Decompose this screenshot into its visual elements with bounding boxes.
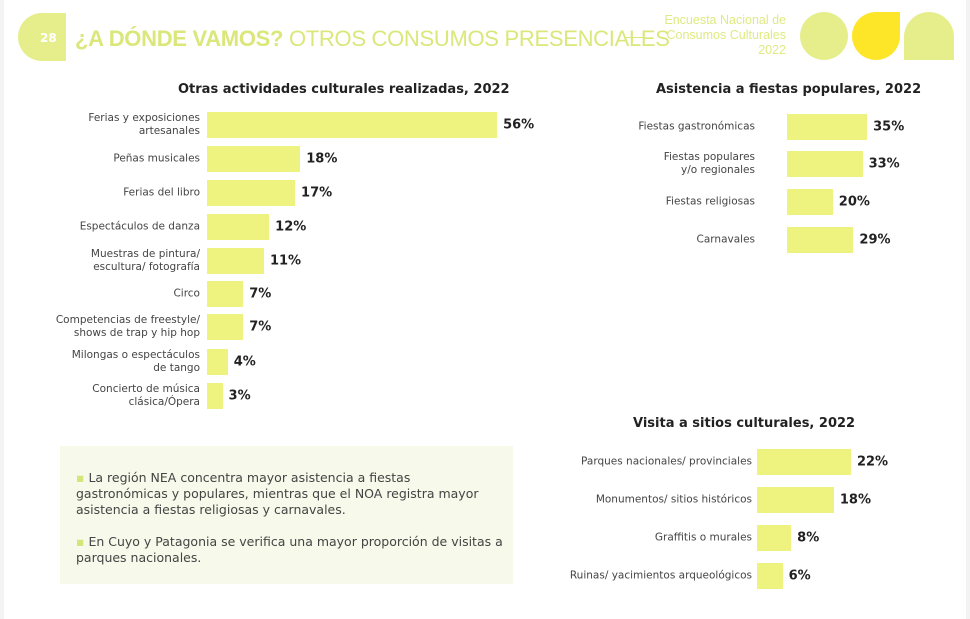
category-label: Parques nacionales/ provinciales	[581, 455, 752, 468]
survey-line: 2022	[758, 43, 786, 57]
value-label: 6%	[788, 568, 811, 584]
chart-title: Visita a sitios culturales, 2022	[633, 416, 856, 431]
category-label: Fiestas populares y/o regionales	[663, 151, 755, 176]
value-label: 3%	[228, 388, 251, 404]
notes-box: ▪ La región NEA concentra mayor asistenc…	[60, 446, 513, 584]
title-rest: OTROS CONSUMOS PRESENCIALES	[283, 26, 670, 51]
bar	[207, 349, 228, 375]
page-tab	[18, 13, 66, 61]
bar	[757, 563, 783, 589]
survey-name: Encuesta Nacional de Consumos Culturales 2…	[640, 13, 786, 58]
page-number: 28	[40, 31, 57, 45]
category-label: Milongas o espectáculos de tango	[71, 349, 200, 374]
bar	[207, 146, 301, 172]
category-label: Competencias de freestyle/ shows de trap…	[55, 314, 200, 339]
bar	[207, 248, 264, 274]
bar	[787, 114, 868, 140]
value-label: 22%	[856, 454, 889, 470]
page-title: ¿A DÓNDE VAMOS? OTROS CONSUMOS PRESENCIA…	[75, 26, 670, 52]
value-label: 18%	[306, 151, 338, 167]
value-label: 17%	[301, 185, 333, 201]
bar	[207, 314, 244, 340]
logo-shape	[800, 12, 848, 60]
bar	[787, 227, 854, 253]
value-label: 18%	[839, 492, 871, 508]
category-label: Carnavales	[696, 233, 755, 246]
value-label: 56%	[503, 117, 535, 133]
value-label: 8%	[797, 530, 820, 546]
category-label: Concierto de música clásica/Ópera	[92, 383, 200, 408]
category-label: Espectáculos de danza	[79, 220, 200, 233]
value-label: 4%	[233, 354, 256, 370]
title-bold: ¿A DÓNDE VAMOS?	[75, 26, 284, 51]
logo-shape	[852, 12, 900, 60]
bar	[757, 449, 851, 475]
category-label: Graffitis o murales	[654, 531, 752, 544]
bar	[757, 487, 834, 513]
category-label: Ferias del libro	[123, 186, 200, 199]
chart-title: Otras actividades culturales realizadas,…	[178, 82, 510, 97]
category-label: Fiestas gastronómicas	[638, 120, 755, 133]
bar	[757, 525, 792, 551]
logo-shape	[904, 12, 954, 60]
value-label: 33%	[868, 156, 900, 172]
category-label: Circo	[173, 287, 200, 300]
value-label: 12%	[275, 219, 307, 235]
value-label: 20%	[838, 194, 870, 210]
value-label: 7%	[249, 286, 272, 302]
value-label: 7%	[249, 319, 272, 335]
category-label: Monumentos/ sitios históricos	[595, 493, 752, 506]
category-label: Ruinas/ yacimientos arqueológicos	[569, 569, 752, 582]
note-1: ▪ La región NEA concentra mayor asistenc…	[76, 470, 479, 517]
value-label: 29%	[859, 232, 891, 248]
value-label: 35%	[873, 119, 905, 135]
bar	[207, 180, 296, 206]
value-label: 11%	[269, 253, 302, 269]
bar	[207, 383, 223, 409]
survey-line: Consumos Culturales	[666, 28, 787, 42]
category-label: Fiestas religiosas	[665, 195, 755, 208]
survey-line: Encuesta Nacional de	[664, 13, 786, 27]
note-text: La región NEA concentra mayor asistencia…	[76, 470, 479, 517]
bar	[207, 214, 270, 240]
note-text: En Cuyo y Patagonia se verifica una mayo…	[76, 534, 503, 565]
bar	[207, 281, 244, 307]
note-2: ▪ En Cuyo y Patagonia se verifica una ma…	[76, 534, 503, 565]
category-label: Ferias y exposiciones artesanales	[88, 112, 200, 137]
bar	[787, 189, 833, 215]
divider	[624, 37, 644, 38]
category-label: Peñas musicales	[113, 152, 200, 165]
bar	[787, 151, 863, 177]
bar	[207, 112, 498, 138]
chart-title: Asistencia a fiestas populares, 2022	[656, 82, 922, 97]
category-label: Muestras de pintura/ escultura/ fotograf…	[90, 248, 200, 273]
